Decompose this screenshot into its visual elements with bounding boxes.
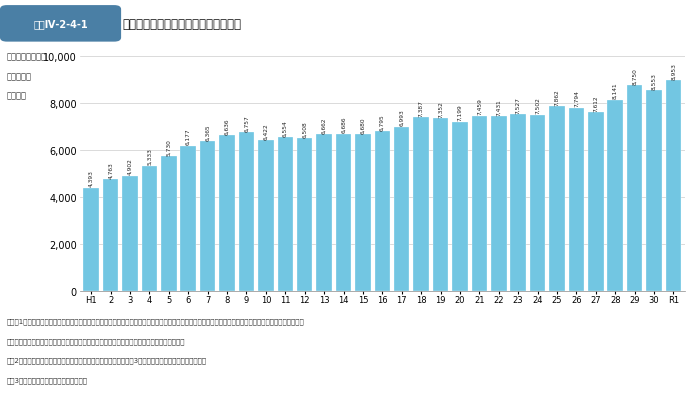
Text: 3　金額は契約ベースの数値である。: 3 金額は契約ベースの数値である。 xyxy=(7,376,88,383)
Text: 6,680: 6,680 xyxy=(361,117,365,133)
Text: 7,199: 7,199 xyxy=(457,104,462,121)
Text: 7,459: 7,459 xyxy=(477,98,482,115)
Bar xyxy=(219,136,235,292)
Bar xyxy=(103,180,118,292)
Text: 2　令和元年度については、防災・減災、国土強靴化のための3か年緊急対策にかかる経費を含む。: 2 令和元年度については、防災・減災、国土強靴化のための3か年緊急対策にかかる経… xyxy=(7,357,207,363)
Text: 6,508: 6,508 xyxy=(302,121,307,137)
Bar xyxy=(530,115,545,292)
Text: 7,794: 7,794 xyxy=(574,90,579,107)
Text: 維持整備費: 維持整備費 xyxy=(7,72,32,81)
Text: 6,636: 6,636 xyxy=(225,118,230,134)
Bar xyxy=(394,127,410,292)
Bar xyxy=(374,132,390,292)
Text: 7,862: 7,862 xyxy=(554,89,560,106)
Bar xyxy=(491,117,507,292)
Bar xyxy=(122,177,138,292)
Text: 8,141: 8,141 xyxy=(612,82,618,99)
Bar xyxy=(161,157,176,292)
Text: 5,333: 5,333 xyxy=(147,148,152,165)
Bar xyxy=(142,166,157,292)
Text: 6,795: 6,795 xyxy=(380,114,385,130)
Bar xyxy=(666,81,681,292)
Bar xyxy=(608,100,623,292)
Text: 図表Ⅳ-2-4-1: 図表Ⅳ-2-4-1 xyxy=(33,19,88,29)
Text: 7,352: 7,352 xyxy=(438,101,443,117)
Text: 8,750: 8,750 xyxy=(632,68,637,85)
Text: （注）1　「装備品などの維持整備費」とは、陸海空各自衛隊の装備品などの修理や消耗品の代価及び役務費などにかかる予算額（各自衛隊の修理費から、: （注）1 「装備品などの維持整備費」とは、陸海空各自衛隊の装備品などの修理や消耗… xyxy=(7,318,304,324)
Bar xyxy=(569,109,584,292)
Text: 7,431: 7,431 xyxy=(496,99,501,116)
Bar xyxy=(355,135,371,292)
Text: 6,686: 6,686 xyxy=(341,117,346,133)
Bar xyxy=(549,107,565,292)
Text: 6,662: 6,662 xyxy=(322,117,327,134)
Text: 5,730: 5,730 xyxy=(166,139,172,156)
Text: 7,527: 7,527 xyxy=(516,96,520,113)
Bar xyxy=(511,115,526,292)
Text: 7,502: 7,502 xyxy=(535,97,540,114)
Bar xyxy=(413,118,429,292)
Text: 4,902: 4,902 xyxy=(127,158,133,175)
Bar xyxy=(297,139,313,292)
Bar xyxy=(472,116,487,292)
Text: 艦船の艦齢延伸及び航空機の近代化改修などのための修理費を除いたもの）を示す。: 艦船の艦齢延伸及び航空機の近代化改修などのための修理費を除いたもの）を示す。 xyxy=(7,337,185,344)
Bar xyxy=(200,142,215,292)
Text: 主要装備品などの: 主要装備品などの xyxy=(7,53,47,62)
Text: 4,393: 4,393 xyxy=(89,170,93,187)
Bar xyxy=(277,138,293,292)
Text: 6,993: 6,993 xyxy=(399,109,404,126)
Text: 6,422: 6,422 xyxy=(264,123,268,139)
Bar xyxy=(452,122,468,292)
Text: 6,365: 6,365 xyxy=(205,124,210,141)
Text: 6,554: 6,554 xyxy=(283,119,288,136)
Text: 6,757: 6,757 xyxy=(244,115,249,132)
Text: （億円）: （億円） xyxy=(7,92,27,100)
Bar xyxy=(258,141,273,292)
Text: 6,177: 6,177 xyxy=(185,128,191,145)
Text: 8,553: 8,553 xyxy=(652,72,657,89)
Bar xyxy=(316,135,332,292)
Bar xyxy=(432,119,448,292)
Bar xyxy=(336,134,352,292)
Bar xyxy=(84,188,99,292)
Text: 7,612: 7,612 xyxy=(593,95,599,111)
Bar xyxy=(239,133,254,292)
Bar xyxy=(627,86,642,292)
Bar xyxy=(588,113,603,292)
Bar xyxy=(181,147,196,292)
Text: 主要装備品などの維持整備経費の推移: 主要装備品などの維持整備経費の推移 xyxy=(122,18,242,31)
Text: 4,763: 4,763 xyxy=(108,162,113,178)
Bar xyxy=(646,91,662,292)
Text: 7,387: 7,387 xyxy=(419,100,424,117)
Text: 8,953: 8,953 xyxy=(671,63,676,80)
